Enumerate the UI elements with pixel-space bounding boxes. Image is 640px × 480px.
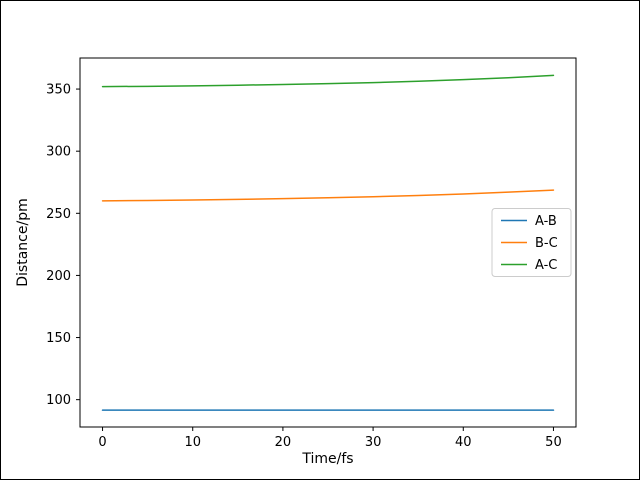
legend-label-B-C: B-C (535, 236, 558, 251)
x-tick-label: 20 (275, 435, 292, 450)
series-line-B-C (101, 189, 555, 202)
y-tick-label: 350 (46, 83, 71, 98)
y-tick-label: 100 (46, 393, 71, 408)
y-tick-label: 150 (46, 331, 71, 346)
y-axis-label: Distance/pm (15, 198, 31, 286)
x-tick-label: 40 (455, 435, 472, 450)
x-tick-label: 10 (184, 435, 201, 450)
x-tick-label: 50 (545, 435, 562, 450)
x-axis-label: Time/fs (301, 451, 353, 467)
x-tick-label: 30 (365, 435, 382, 450)
series-line-A-C (101, 74, 555, 88)
legend-box (491, 208, 572, 277)
y-tick-label: 300 (46, 145, 71, 160)
legend-label-A-B: A-B (535, 214, 557, 229)
legend-label-A-C: A-C (535, 258, 557, 273)
x-tick-label: 0 (98, 435, 106, 450)
y-tick-label: 250 (46, 207, 71, 222)
axes-frame (79, 57, 577, 428)
y-tick-label: 200 (46, 269, 71, 284)
